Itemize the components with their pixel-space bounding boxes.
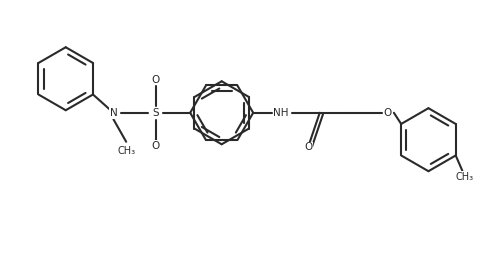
Text: O: O [384, 108, 392, 118]
Text: O: O [151, 75, 160, 85]
Text: NH: NH [273, 108, 289, 118]
Text: O: O [304, 142, 312, 152]
Text: S: S [152, 108, 159, 118]
Text: CH₃: CH₃ [456, 172, 474, 182]
Text: CH₃: CH₃ [117, 146, 135, 156]
Text: N: N [109, 108, 117, 118]
Text: O: O [151, 141, 160, 151]
